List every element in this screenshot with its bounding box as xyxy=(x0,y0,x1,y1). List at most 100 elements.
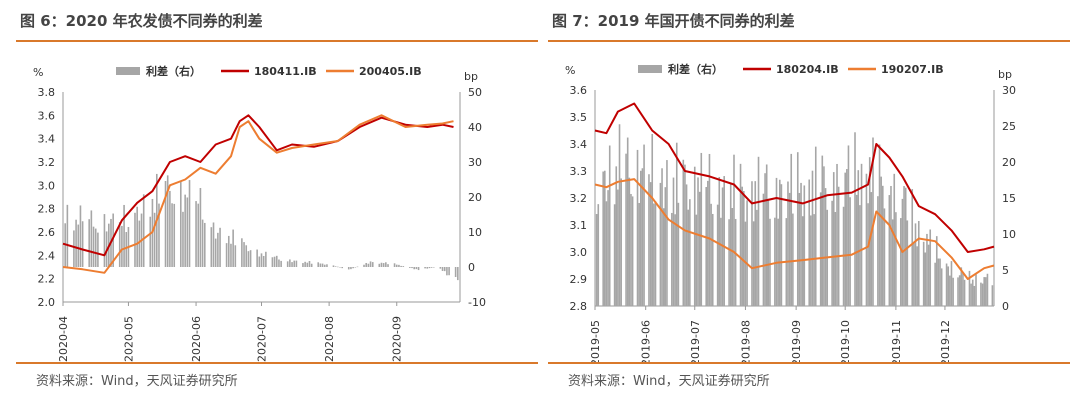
spread-bar xyxy=(123,204,125,267)
spread-bar xyxy=(278,259,280,267)
spread-bar xyxy=(356,266,359,268)
x-tick-label: 2020-07 xyxy=(256,316,269,362)
spread-bar xyxy=(321,263,324,267)
right-tick-label: 5 xyxy=(1002,264,1009,277)
spread-bar xyxy=(201,219,204,267)
spread-bar xyxy=(790,153,793,306)
spread-bar xyxy=(439,267,442,269)
spread-bar xyxy=(746,200,748,306)
spread-bar xyxy=(654,201,657,306)
spread-bar xyxy=(92,226,95,267)
spread-bar xyxy=(685,184,688,306)
spread-bar xyxy=(720,217,722,306)
spread-bar xyxy=(947,266,950,306)
spread-bar xyxy=(289,259,291,267)
x-tick-label: 2019-12 xyxy=(939,320,952,362)
spread-bar xyxy=(136,206,138,267)
spread-bar xyxy=(926,233,928,306)
spread-bar xyxy=(846,169,848,306)
spread-bar xyxy=(682,159,685,306)
spread-bar xyxy=(73,230,75,267)
spread-bar xyxy=(639,170,642,306)
spread-bar xyxy=(929,229,932,306)
spread-bar xyxy=(134,212,136,267)
spread-bar xyxy=(371,262,374,267)
spread-bar xyxy=(607,190,609,306)
spread-bar xyxy=(280,260,282,267)
spread-bar xyxy=(457,267,459,281)
spread-bar xyxy=(153,212,156,267)
spread-bar xyxy=(271,257,274,267)
spread-bar xyxy=(230,243,232,267)
x-tick-label: 2019-11 xyxy=(890,320,903,362)
spread-bar xyxy=(844,172,846,306)
spread-bar xyxy=(836,163,838,306)
spread-bar xyxy=(877,196,879,306)
spread-bar xyxy=(821,155,824,306)
spread-bar xyxy=(980,282,982,306)
spread-bar xyxy=(317,262,320,267)
spread-bar xyxy=(819,192,822,306)
spread-bar xyxy=(810,215,812,306)
spread-bar xyxy=(604,170,606,306)
spread-bar xyxy=(417,267,420,271)
spread-bar xyxy=(90,210,93,267)
right-tick-label: 10 xyxy=(468,226,482,239)
spread-bar xyxy=(94,228,97,267)
spread-bar xyxy=(260,253,263,267)
spread-bar xyxy=(620,178,622,306)
spread-bar xyxy=(352,267,354,269)
spread-bar xyxy=(433,267,435,268)
spread-bar xyxy=(428,267,431,269)
spread-bar xyxy=(636,149,639,306)
spread-bar xyxy=(234,245,237,267)
spread-bar xyxy=(934,262,936,306)
spread-bar xyxy=(880,176,882,306)
legend-swatch-spread xyxy=(116,67,140,75)
spread-bar xyxy=(893,173,896,306)
spread-bar xyxy=(411,267,413,269)
spread-bar xyxy=(164,181,167,267)
spread-bar xyxy=(173,203,176,267)
spread-bar xyxy=(739,163,742,306)
spread-bar xyxy=(169,190,171,267)
right-tick-label: 0 xyxy=(468,261,475,274)
spread-bar xyxy=(212,222,215,267)
left-tick-label: 3.0 xyxy=(570,246,588,259)
spread-bar xyxy=(661,168,663,306)
right-tick-label: 15 xyxy=(1002,192,1016,205)
spread-bar xyxy=(689,199,691,306)
spread-bar xyxy=(332,265,335,267)
spread-bar xyxy=(395,264,398,267)
spread-bar xyxy=(945,263,948,306)
spread-bar xyxy=(744,221,747,306)
x-tick-label: 2019-07 xyxy=(689,320,702,362)
spread-bar xyxy=(710,203,712,306)
left-tick-label: 3.6 xyxy=(570,84,588,97)
spread-bar xyxy=(868,157,871,306)
spread-bar xyxy=(981,283,984,306)
spread-bar xyxy=(774,217,776,306)
spread-bar xyxy=(855,194,858,306)
spread-bar xyxy=(775,177,778,306)
spread-bar xyxy=(337,266,339,268)
left-tick-label: 3.2 xyxy=(570,192,588,205)
spread-bar xyxy=(81,221,84,267)
spread-bar xyxy=(125,232,128,267)
spread-bar xyxy=(232,229,234,267)
spread-bar xyxy=(638,202,640,306)
right-tick-label: 50 xyxy=(468,86,482,99)
spread-bar xyxy=(354,267,357,268)
x-tick-label: 2019-06 xyxy=(640,320,653,362)
spread-bar xyxy=(409,267,411,268)
spread-bar xyxy=(382,263,385,267)
spread-bar xyxy=(227,235,230,267)
legend-swatch-spread xyxy=(638,65,662,73)
spread-bar xyxy=(664,187,667,306)
x-tick-label: 2020-05 xyxy=(122,316,135,362)
spread-bar xyxy=(751,181,753,306)
spread-bar xyxy=(832,172,835,306)
spread-bar xyxy=(648,174,650,306)
series-line-190207 xyxy=(594,178,995,280)
spread-bar xyxy=(975,274,977,306)
